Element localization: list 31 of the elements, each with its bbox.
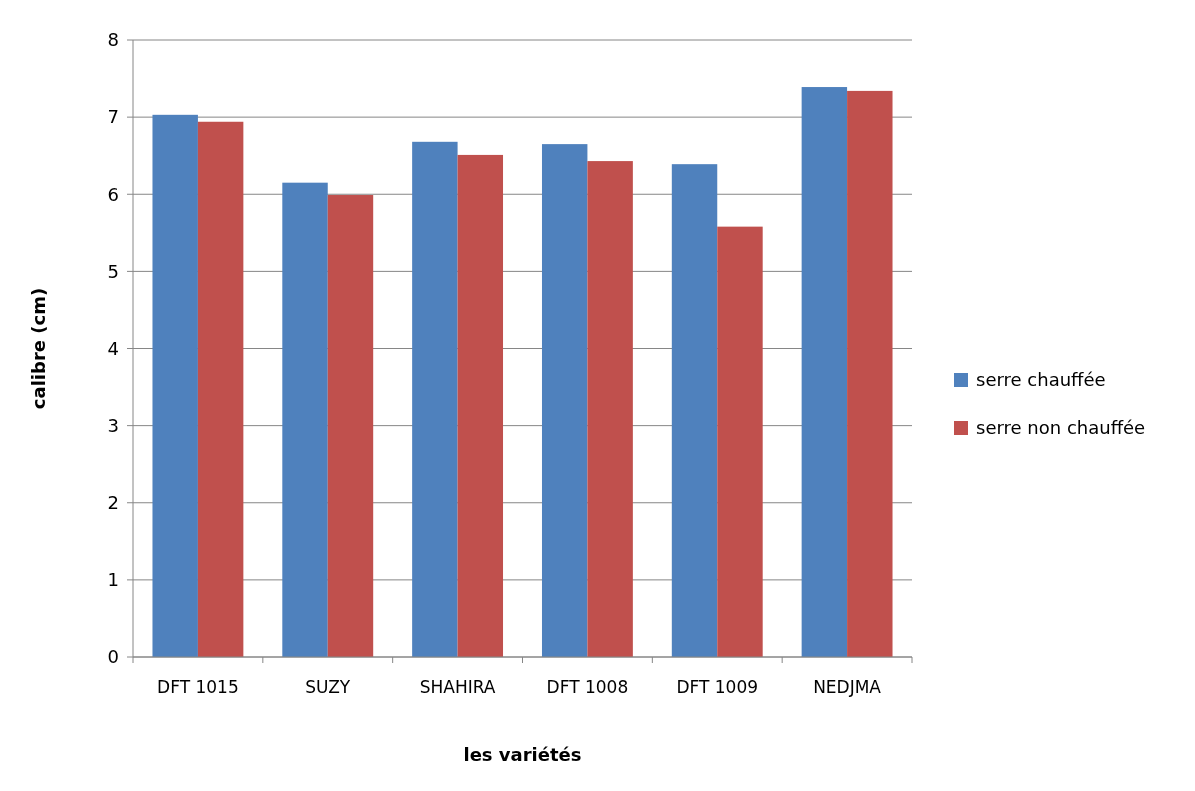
y-tick-label: 5 — [107, 260, 119, 282]
x-axis-title: les variétés — [463, 744, 582, 765]
legend-label: serre chauffée — [976, 369, 1106, 391]
x-tick-label: DFT 1008 — [546, 677, 629, 697]
bar — [282, 182, 328, 657]
y-tick-label: 3 — [107, 414, 119, 436]
x-tick-label: DFT 1009 — [676, 677, 759, 697]
bar — [671, 164, 718, 657]
y-tick-label: 7 — [107, 106, 119, 128]
y-tick-label: 4 — [107, 337, 119, 359]
y-tick-label: 2 — [107, 492, 119, 514]
bar — [847, 90, 893, 657]
x-tick-label: SUZY — [305, 677, 351, 697]
bar — [801, 87, 848, 657]
bar — [197, 121, 244, 657]
bar — [152, 114, 198, 657]
y-tick-label: 0 — [107, 646, 119, 668]
bar — [541, 144, 588, 657]
bar — [327, 195, 374, 657]
y-tick-label: 6 — [107, 183, 119, 205]
bar — [717, 226, 763, 657]
bar — [457, 154, 504, 657]
bar — [412, 141, 458, 657]
y-axis-title: calibre (cm) — [28, 287, 49, 410]
legend-label: serre non chauffée — [976, 417, 1146, 439]
x-tick-label: DFT 1015 — [157, 677, 239, 697]
y-tick-label: 1 — [107, 569, 119, 591]
bar — [587, 161, 633, 657]
y-tick-label: 8 — [107, 29, 119, 51]
x-tick-label: SHAHIRA — [419, 677, 496, 697]
x-tick-label: NEDJMA — [813, 677, 882, 697]
